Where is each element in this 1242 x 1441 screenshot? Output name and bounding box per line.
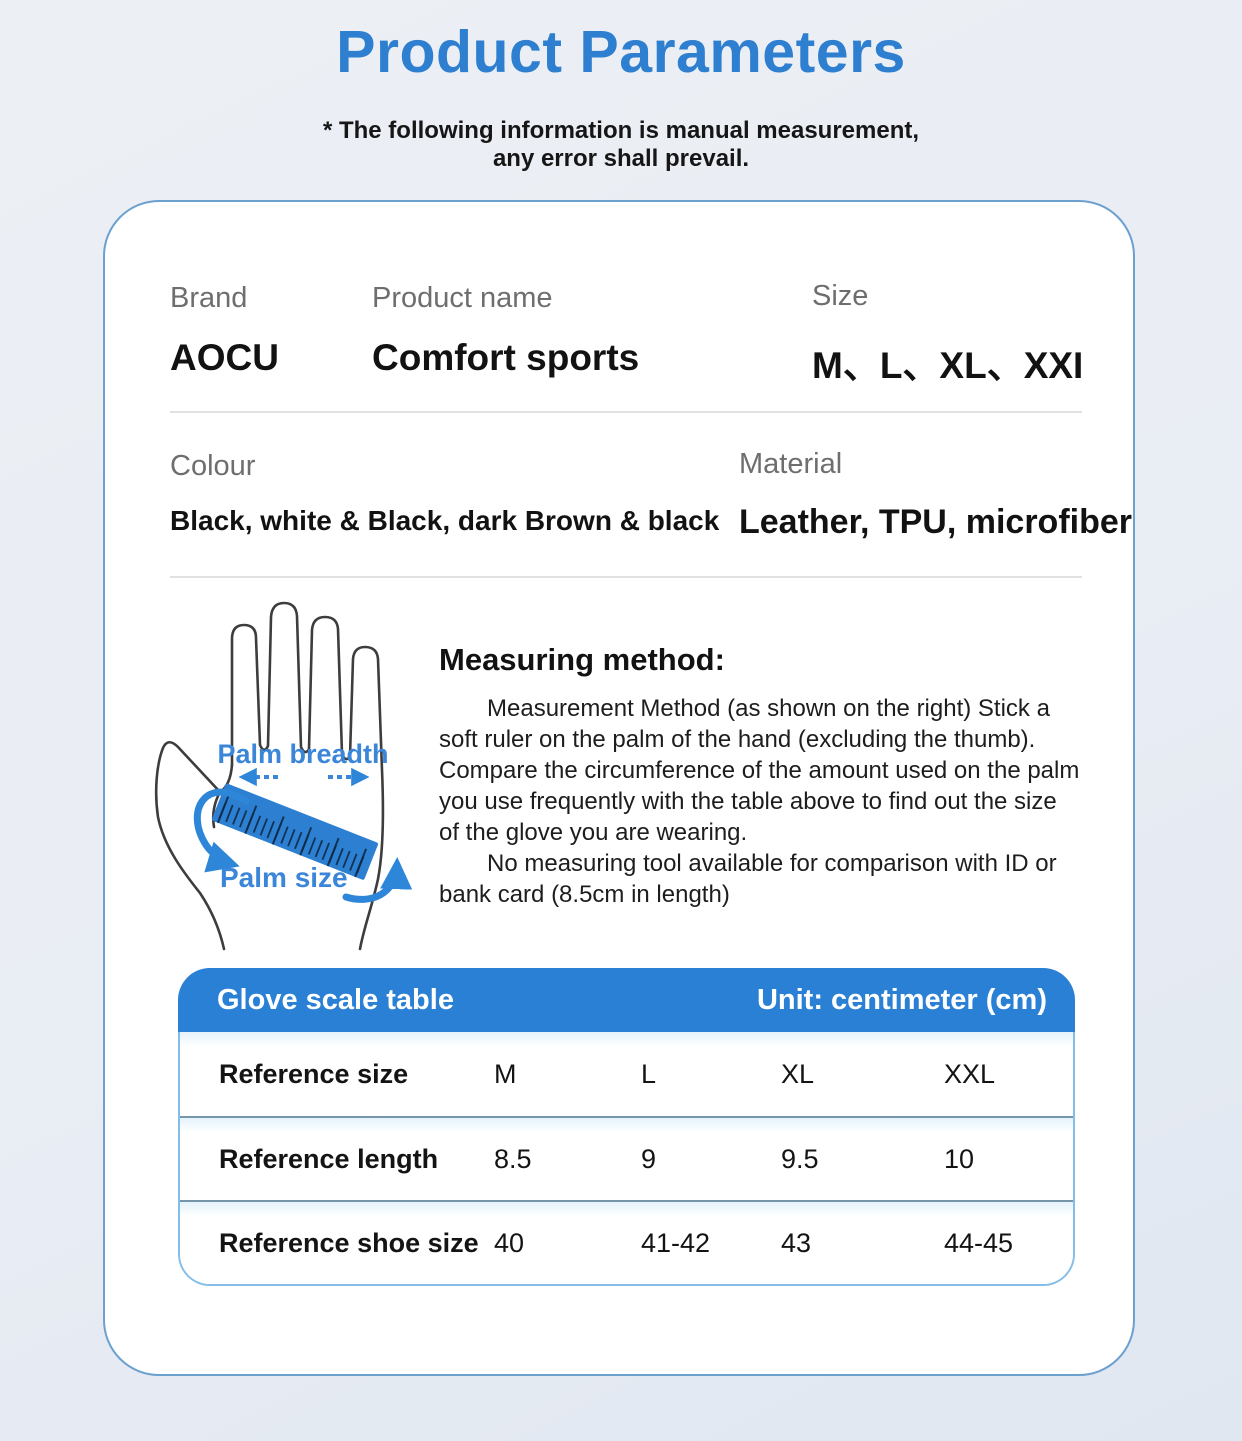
disclaimer-line-1: * The following information is manual me… — [322, 117, 920, 144]
cell-m: 8.5 — [494, 1143, 532, 1174]
brand-label: Brand — [170, 282, 248, 314]
product-parameters-card: Brand AOCU Product name Comfort sports S… — [103, 200, 1135, 1376]
measuring-paragraph-2: No measuring tool available for comparis… — [439, 850, 1057, 908]
measuring-paragraph-1: Measurement Method (as shown on the righ… — [439, 695, 1080, 846]
size-value: M、L、XL、XXI — [812, 345, 1084, 386]
row-label: Reference shoe size — [219, 1227, 479, 1258]
ruler-graphic — [211, 783, 378, 880]
palm-breadth-label: Palm breadth — [217, 739, 388, 769]
spec-size: Size M、L、XL、XXI — [812, 280, 1083, 389]
disclaimer: * The following information is manual me… — [0, 117, 1242, 173]
product-name-label: Product name — [372, 282, 553, 314]
spec-colour: Colour Black, white & Black, dark Brown … — [170, 450, 719, 537]
glove-scale-table: Glove scale table Unit: centimeter (cm) … — [178, 968, 1075, 1286]
hand-diagram-svg: Palm breadth Palm size — [154, 601, 413, 951]
table-row-reference-length: Reference length 8.5 9 9.5 10 — [180, 1116, 1073, 1200]
cell-xxl: 10 — [944, 1143, 975, 1174]
spec-product-name: Product name Comfort sports — [372, 282, 639, 379]
divider-2 — [170, 576, 1082, 578]
cell-xxl: XXL — [944, 1058, 996, 1089]
cell-m: 40 — [494, 1227, 525, 1258]
cell-xl: 9.5 — [781, 1143, 819, 1174]
measuring-method-section: Measuring method: Measurement Method (as… — [439, 642, 1081, 910]
product-name-value: Comfort sports — [372, 337, 640, 378]
cell-xl: XL — [781, 1058, 815, 1089]
row-label: Reference size — [219, 1058, 409, 1089]
glove-table-title: Glove scale table — [217, 983, 454, 1016]
page-title: Product Parameters — [336, 19, 906, 85]
measuring-method-heading: Measuring method: — [439, 642, 725, 677]
palm-size-label: Palm size — [220, 862, 348, 893]
colour-value: Black, white & Black, dark Brown & black — [170, 505, 720, 536]
colour-label: Colour — [170, 450, 256, 482]
material-value: Leather, TPU, microfiber — [739, 503, 1132, 541]
table-row-reference-size: Reference size M L XL XXL — [180, 1032, 1073, 1116]
glove-table-header: Glove scale table Unit: centimeter (cm) — [178, 968, 1075, 1032]
brand-value: AOCU — [170, 337, 279, 378]
palm-size-arrows — [193, 788, 413, 903]
material-label: Material — [739, 448, 843, 480]
cell-xl: 43 — [781, 1227, 812, 1258]
cell-l: 41-42 — [641, 1227, 711, 1258]
spec-material: Material Leather, TPU, microfiber — [739, 448, 1132, 542]
disclaimer-line-2: any error shall prevail. — [492, 145, 750, 173]
hand-measurement-diagram: Palm breadth Palm size — [150, 595, 450, 955]
glove-table-unit: Unit: centimeter (cm) — [756, 983, 1047, 1016]
cell-m: M — [494, 1058, 517, 1089]
measuring-method-text: Measurement Method (as shown on the righ… — [439, 693, 1081, 910]
table-row-reference-shoe-size: Reference shoe size 40 41-42 43 44-45 — [180, 1200, 1073, 1284]
size-label: Size — [812, 280, 869, 312]
spec-brand: Brand AOCU — [170, 282, 279, 379]
divider-1 — [170, 411, 1082, 413]
cell-xxl: 44-45 — [944, 1227, 1014, 1258]
glove-table-body: Reference size M L XL XXL Reference leng… — [178, 1032, 1075, 1286]
cell-l: L — [641, 1058, 657, 1089]
row-label: Reference length — [219, 1143, 439, 1174]
cell-l: 9 — [641, 1143, 657, 1174]
